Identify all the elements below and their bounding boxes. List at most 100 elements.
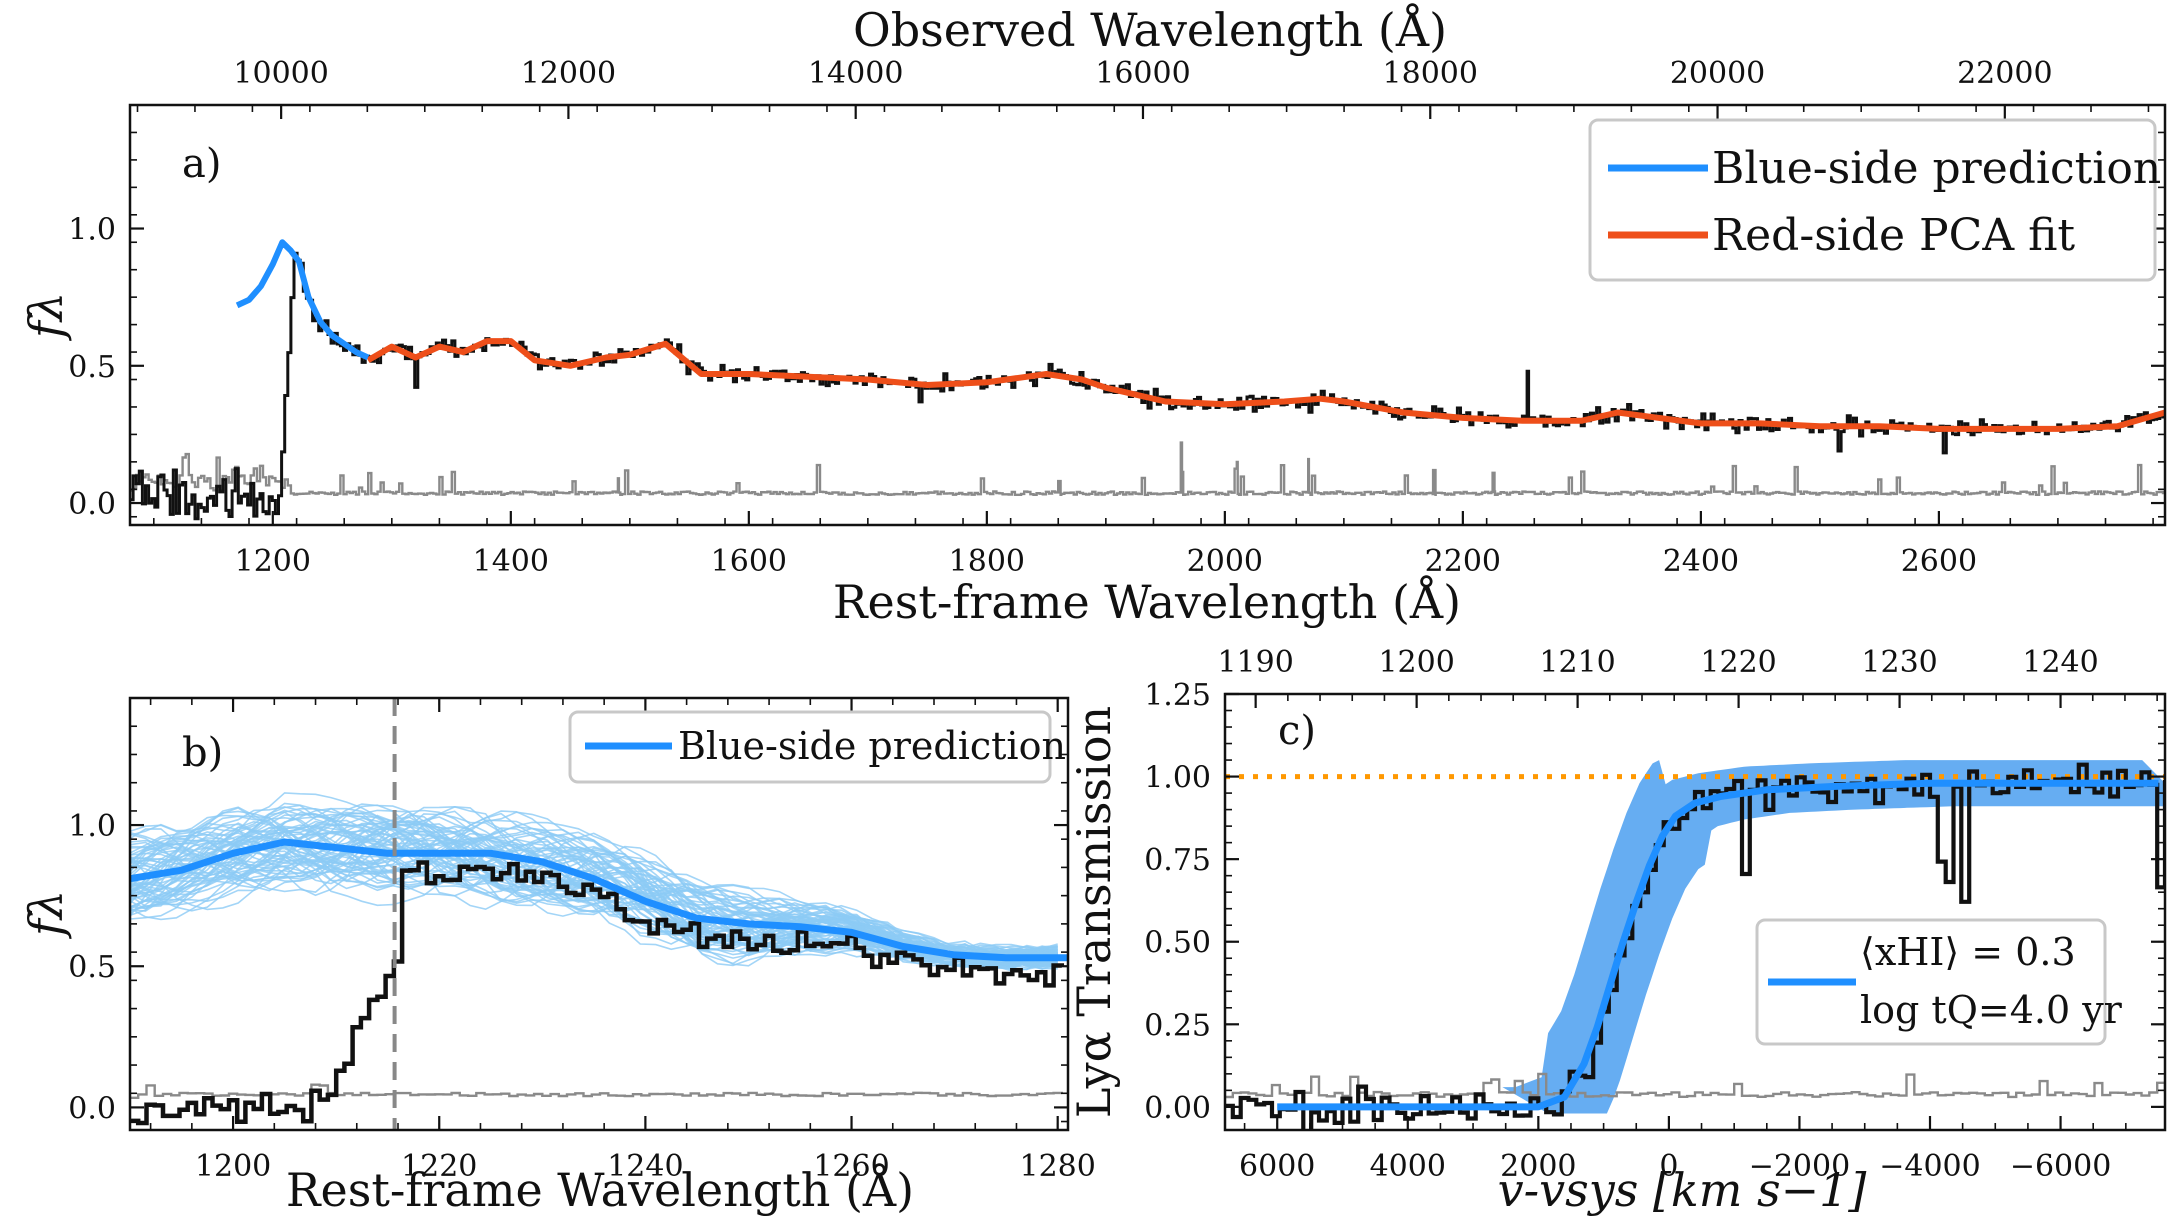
x-tick-label: −6000 <box>2010 1149 2111 1184</box>
error-spectrum <box>1225 1072 2165 1099</box>
x-tick-label: 2000 <box>1500 1149 1576 1184</box>
x-tick-label: −2000 <box>1749 1149 1850 1184</box>
legend-box <box>1588 118 2157 282</box>
y-tick-label: 1.00 <box>1144 761 1211 796</box>
panel-c-frame <box>1223 692 2167 1132</box>
x-ticks: 6000 4000 2000 0 −2000 −4000 −6000 <box>1239 1116 2127 1184</box>
x-tick-label: 6000 <box>1239 1149 1315 1184</box>
legend: Blue-side prediction Red-side PCA fit <box>1588 118 2161 282</box>
top-x-tick-label: 1190 <box>1217 645 1293 680</box>
top-x-tick-label: 1210 <box>1539 645 1615 680</box>
y-tick-label: 0.25 <box>1144 1008 1211 1043</box>
top-x-ticks: 1190 1200 1210 1220 1230 1240 <box>1217 645 2158 708</box>
y-tick-label: 0.75 <box>1144 843 1211 878</box>
panel-b: 1200 1220 1240 1260 1280 0.0 0.5 1.0 b) Rest-f… <box>19 696 1096 1217</box>
legend-box <box>568 710 1052 784</box>
legend-label-red: Red-side PCA fit <box>1712 210 2075 261</box>
error-spectrum-line <box>1225 1072 2165 1099</box>
prediction-sample <box>130 822 1058 970</box>
panel-b-frame <box>128 696 1070 1132</box>
panel-a: 1200 1400 1600 1800 2000 2200 2400 2600 0.0 0.5 1… <box>19 2 2167 629</box>
x-tick-label: 1220 <box>401 1149 477 1184</box>
y-ticks: 0.00 0.25 0.50 0.75 1.00 1.25 <box>1144 678 2165 1126</box>
panel-a-frame <box>128 103 2167 527</box>
observed-spectrum-line <box>130 251 2165 521</box>
top-x-tick-label: 1220 <box>1700 645 1776 680</box>
legend: ⟨xHI⟩ = 0.3 log tQ=4.0 yr <box>1755 918 2123 1046</box>
top-x-tick-label: 20000 <box>1670 56 1765 91</box>
model-uncertainty-band <box>1502 760 2165 1114</box>
x-tick-label: 1240 <box>607 1149 683 1184</box>
x-tick-label: 4000 <box>1370 1149 1446 1184</box>
x-tick-label: 1260 <box>813 1149 889 1184</box>
y-tick-label: 0.00 <box>1144 1091 1211 1126</box>
x-tick-label: 0 <box>1659 1149 1678 1184</box>
model-series <box>1277 779 2159 1111</box>
x-tick-label: 1800 <box>949 544 1025 579</box>
top-x-axis-title: Observed Wavelength (Å) <box>853 2 1447 57</box>
x-tick-label: −4000 <box>1879 1149 1980 1184</box>
y-ticks: 0.0 0.5 1.0 <box>68 725 1068 1126</box>
red-side-pca-fit-line <box>366 338 2165 432</box>
y-axis-title: fλ <box>19 890 73 939</box>
panel-c: 6000 4000 2000 0 −2000 −4000 −6000 0.00 0.25 0.5… <box>1067 645 2167 1217</box>
prediction-sample <box>130 831 1058 968</box>
legend-line-1: ⟨xHI⟩ = 0.3 <box>1860 930 2076 974</box>
x-tick-label: 2200 <box>1425 544 1501 579</box>
top-x-tick-label: 22000 <box>1957 56 2052 91</box>
x-tick-label: 2400 <box>1663 544 1739 579</box>
top-x-tick-label: 10000 <box>233 56 328 91</box>
panel-label: b) <box>182 730 223 776</box>
x-ticks: 1200 1400 1600 1800 2000 2200 2400 2600 <box>153 511 2154 579</box>
top-x-ticks: 10000 12000 14000 16000 18000 20000 22000 <box>136 56 2150 119</box>
observed-transmission <box>1225 762 2165 1130</box>
x-axis-title: v-vsys [km s−1] <box>1498 1163 1867 1217</box>
error-spectrum <box>130 441 2165 496</box>
prediction-sample <box>130 816 1058 960</box>
top-x-tick-label: 12000 <box>521 56 616 91</box>
observed-spectrum <box>130 860 1065 1126</box>
prediction-sample <box>130 802 1058 971</box>
model-transmission-line <box>1277 779 2159 1111</box>
observed-transmission-line <box>1225 762 2165 1130</box>
x-axis-title: Rest-frame Wavelength (Å) <box>286 1162 914 1217</box>
top-x-tick-label: 1200 <box>1378 645 1454 680</box>
x-tick-label: 1280 <box>1020 1149 1096 1184</box>
x-tick-label: 2600 <box>1901 544 1977 579</box>
model-series <box>130 838 1068 962</box>
prediction-sample <box>130 813 1058 970</box>
top-x-tick-label: 14000 <box>808 56 903 91</box>
blue-side-prediction-line <box>235 239 370 361</box>
observed-spectrum <box>130 251 2165 521</box>
y-axis-title: Lyα Transmission <box>1067 706 1121 1118</box>
x-tick-label: 1600 <box>711 544 787 579</box>
x-ticks: 1200 1220 1240 1260 1280 <box>149 698 1096 1184</box>
y-ticks: 0.0 0.5 1.0 <box>68 131 2165 522</box>
y-tick-label: 0.0 <box>68 487 116 522</box>
y-tick-label: 1.25 <box>1144 678 1211 713</box>
panel-label: a) <box>182 141 221 187</box>
prediction-sample <box>130 812 1058 968</box>
x-tick-label: 2000 <box>1187 544 1263 579</box>
y-tick-label: 1.0 <box>68 213 116 248</box>
error-spectrum-line <box>130 1083 1063 1099</box>
legend-line-2: log tQ=4.0 yr <box>1860 988 2123 1032</box>
x-tick-label: 1200 <box>195 1149 271 1184</box>
top-x-tick-label: 1240 <box>2022 645 2098 680</box>
y-tick-label: 0.5 <box>68 350 116 385</box>
error-spectrum-line <box>130 441 2165 496</box>
y-tick-label: 0.0 <box>68 1091 116 1126</box>
error-spectrum <box>130 1083 1063 1099</box>
y-tick-label: 1.0 <box>68 809 116 844</box>
observed-spectrum-line <box>130 860 1065 1126</box>
y-tick-label: 0.50 <box>1144 926 1211 961</box>
y-tick-label: 0.5 <box>68 950 116 985</box>
legend-label-blue: Blue-side prediction <box>1712 143 2161 194</box>
legend: Blue-side prediction <box>568 710 1066 784</box>
blue-side-prediction-line <box>130 838 1068 962</box>
top-x-tick-label: 18000 <box>1383 56 1478 91</box>
legend-box <box>1755 918 2107 1046</box>
y-axis-title: fλ <box>19 292 73 341</box>
top-x-tick-label: 1230 <box>1861 645 1937 680</box>
